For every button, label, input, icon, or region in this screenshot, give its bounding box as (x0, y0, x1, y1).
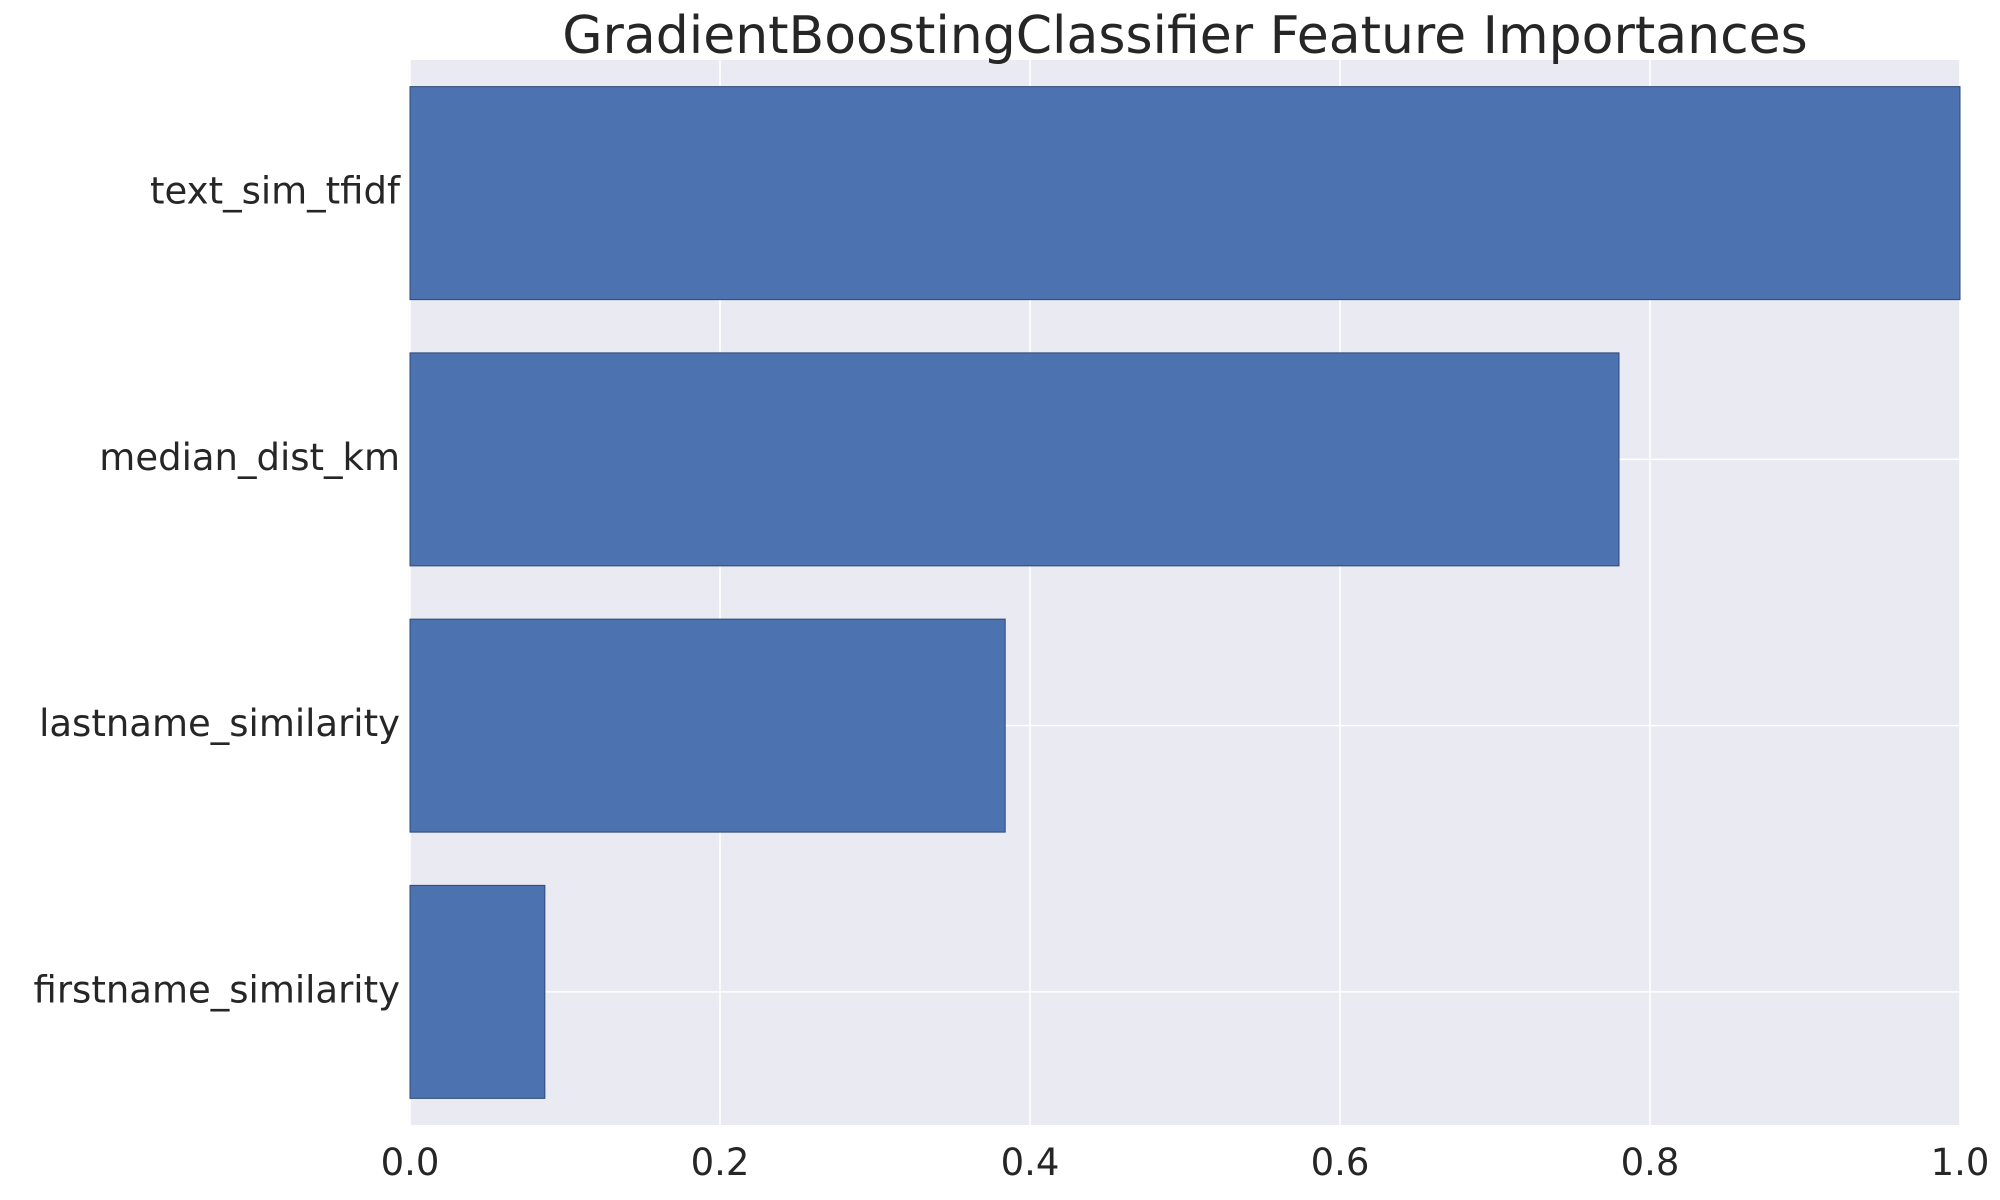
bar-firstname-similarity (409, 884, 546, 1099)
x-tick-label-3: 0.6 (1311, 1141, 1370, 1184)
x-tick-labels: 0.0 0.2 0.4 0.6 0.8 1.0 (381, 1141, 1990, 1184)
category-label-firstname-similarity: firstname_similarity (34, 968, 400, 1011)
category-labels: text_sim_tfidf median_dist_km lastname_sim… (34, 170, 401, 1012)
x-tick-label-2: 0.4 (1001, 1141, 1060, 1184)
x-tick-label-5: 1.0 (1931, 1141, 1990, 1184)
x-tick-label-0: 0.0 (381, 1141, 440, 1184)
category-label-lastname-similarity: lastname_similarity (39, 702, 400, 745)
x-tick-label-4: 0.8 (1621, 1141, 1680, 1184)
chart-title: GradientBoostingClassifier Feature Impor… (562, 6, 1808, 66)
category-label-text-sim-tfidf: text_sim_tfidf (150, 170, 401, 213)
bar-text-sim-tfidf (409, 86, 1961, 301)
bar-median-dist-km (409, 352, 1620, 567)
bars-group (409, 86, 1961, 1099)
category-label-median-dist-km: median_dist_km (99, 436, 400, 479)
bar-lastname-similarity (409, 618, 1006, 833)
x-tick-label-1: 0.2 (691, 1141, 750, 1184)
